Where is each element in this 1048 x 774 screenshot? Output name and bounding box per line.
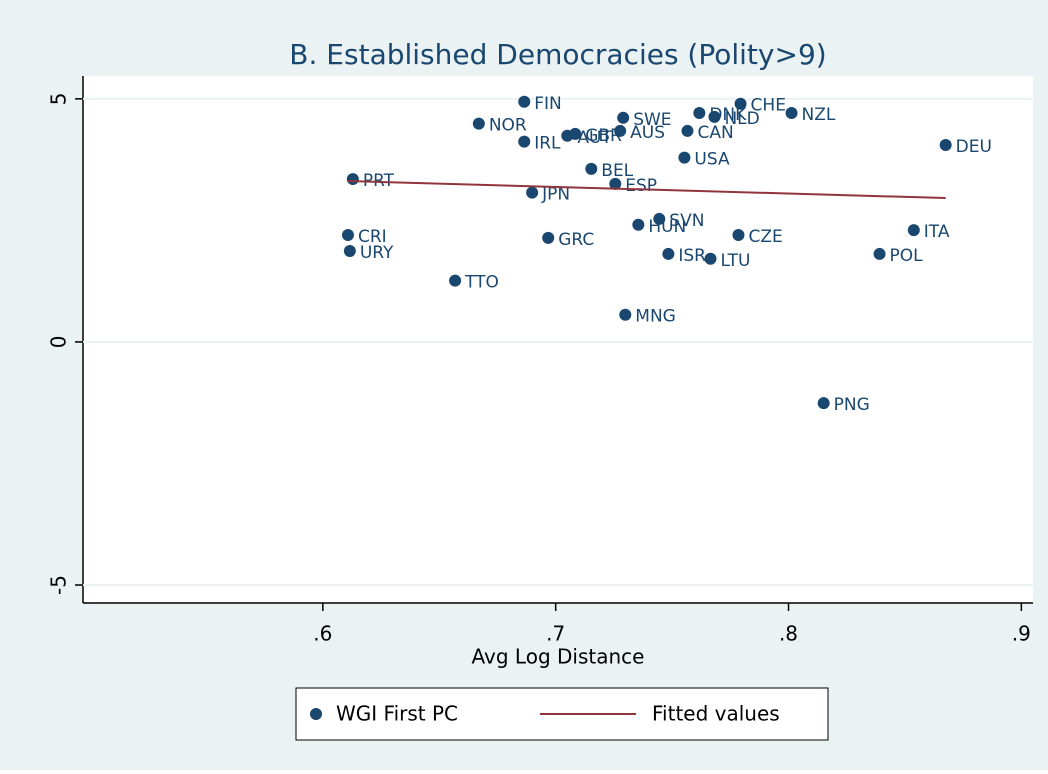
point — [343, 245, 356, 258]
point-label: HUN — [648, 217, 686, 237]
point-label: DEU — [956, 137, 992, 157]
point-label: AUT — [577, 128, 612, 148]
point-label: POL — [890, 246, 924, 266]
point-label: SWE — [633, 110, 671, 130]
point — [569, 127, 582, 140]
point-label: ITA — [924, 222, 950, 242]
point — [341, 228, 354, 241]
point — [873, 247, 886, 260]
point — [614, 124, 627, 137]
fit-line — [347, 180, 946, 200]
point-label: ISR — [678, 246, 706, 266]
point — [678, 151, 691, 164]
point — [681, 124, 694, 137]
point — [785, 106, 798, 119]
point-label: USA — [694, 150, 730, 170]
point-label: LTU — [721, 251, 751, 271]
point — [526, 186, 539, 199]
chart-title: B. Established Democracies (Polity>9) — [289, 38, 826, 71]
point-label: SVN — [669, 211, 704, 231]
point — [704, 252, 717, 265]
point-label: NOR — [489, 116, 527, 136]
legend-label: Fitted values — [652, 702, 780, 726]
point-label: ESP — [625, 176, 657, 196]
x-axis-label: Avg Log Distance — [472, 645, 645, 669]
point-label: IRL — [534, 134, 561, 154]
point — [609, 177, 622, 190]
point-label: TTO — [464, 273, 499, 293]
point — [518, 135, 531, 148]
point-label: BEL — [601, 161, 633, 181]
point — [817, 397, 830, 410]
point — [907, 224, 920, 237]
point — [662, 247, 675, 260]
point — [619, 308, 632, 321]
point-label: CAN — [697, 123, 733, 143]
plot-area — [83, 76, 1033, 603]
x-tick-label: .9 — [1012, 622, 1031, 646]
point — [585, 162, 598, 175]
point-label: PNG — [834, 395, 870, 415]
point-label: AUS — [630, 123, 665, 143]
point — [939, 139, 952, 152]
point-label: MNG — [635, 307, 676, 327]
point — [708, 110, 721, 123]
x-tick-label: .7 — [546, 622, 565, 646]
point — [449, 274, 462, 287]
y-tick-label: 5 — [47, 92, 71, 105]
point-label: GRC — [558, 230, 594, 250]
point — [518, 95, 531, 108]
point-label: JPN — [541, 185, 570, 205]
point — [732, 228, 745, 241]
point — [542, 231, 555, 244]
point-label: CRI — [358, 227, 387, 247]
point — [653, 212, 666, 225]
point — [693, 106, 706, 119]
point-label: NLD — [724, 109, 759, 129]
point — [632, 218, 645, 231]
point — [617, 111, 630, 124]
point — [472, 117, 485, 130]
y-tick-label: -5 — [47, 575, 71, 595]
point-label: GBR — [585, 126, 622, 146]
point-label: CZE — [748, 227, 782, 247]
point-label: FIN — [534, 94, 562, 114]
legend-label: WGI First PC — [336, 702, 458, 726]
x-tick-label: .8 — [779, 622, 798, 646]
point-label: NZL — [802, 105, 836, 125]
point — [346, 173, 359, 186]
y-tick-label: 0 — [47, 336, 71, 349]
point-label: CHE — [751, 96, 786, 116]
legend-swatch — [310, 708, 322, 720]
point-label: URY — [360, 243, 394, 263]
x-tick-label: .6 — [313, 622, 332, 646]
point — [734, 97, 747, 110]
